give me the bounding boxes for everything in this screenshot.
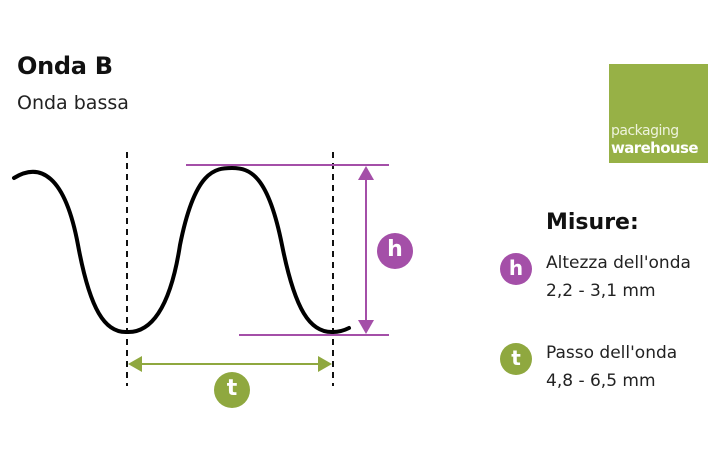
page-title: Onda B	[17, 52, 113, 80]
measure-value: 4,8 - 6,5 mm	[546, 371, 656, 391]
measure-label: Passo dell'onda	[546, 343, 678, 363]
wave-curve	[12, 165, 351, 335]
brand-logo: packaging warehouse	[609, 64, 708, 163]
pitch-badge: t	[214, 372, 250, 408]
logo-text-packaging: packaging	[611, 123, 679, 139]
page-subtitle: Onda bassa	[17, 92, 129, 114]
pitch-symbol-badge: t	[500, 343, 532, 375]
measures-title: Misure:	[546, 210, 639, 235]
height-badge: h	[377, 233, 413, 269]
height-symbol-badge: h	[500, 253, 532, 285]
logo-text-warehouse: warehouse	[611, 139, 699, 157]
measure-value: 2,2 - 3,1 mm	[546, 281, 656, 301]
measure-label: Altezza dell'onda	[546, 253, 691, 273]
